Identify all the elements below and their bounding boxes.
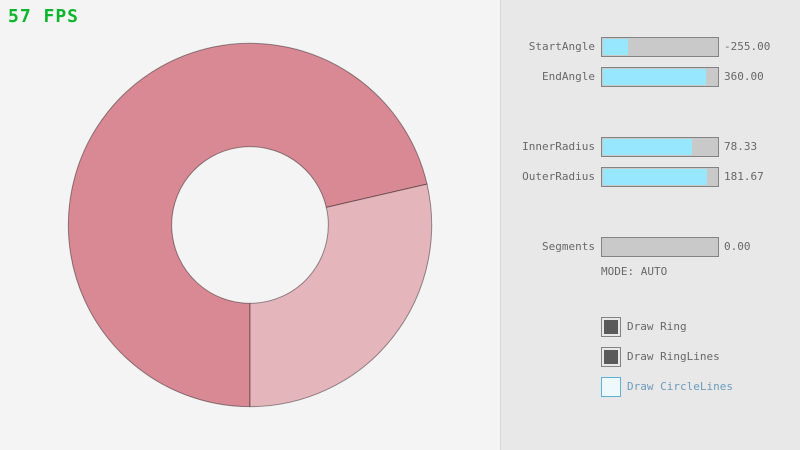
- segments-row: Segments 0.00: [501, 237, 800, 257]
- endangle-value: 360.00: [724, 70, 764, 83]
- outerradius-value: 181.67: [724, 170, 764, 183]
- ring-canvas: [67, 42, 433, 408]
- innerradius-row: InnerRadius 78.33: [501, 137, 800, 157]
- startangle-value: -255.00: [724, 40, 771, 53]
- slider-fill: [603, 39, 628, 55]
- segments-mode-text: MODE: AUTO: [601, 265, 668, 278]
- checkbox-check-mark: [604, 350, 618, 364]
- draw-ringlines-checkbox[interactable]: [601, 347, 621, 367]
- ring-light-segment: [249, 183, 433, 408]
- startangle-label: StartAngle: [528, 40, 595, 53]
- draw-ringlines-label: Draw RingLines: [627, 350, 720, 363]
- slider-fill: [603, 169, 707, 185]
- segments-value: 0.00: [724, 240, 751, 253]
- draw-circlelines-label: Draw CircleLines: [627, 380, 733, 393]
- startangle-slider[interactable]: [601, 37, 719, 57]
- checkbox-check-mark: [604, 320, 618, 334]
- draw-circlelines-checkbox[interactable]: [601, 377, 621, 397]
- controls-panel: StartAngle -255.00 EndAngle 360.00 Inner…: [500, 0, 800, 450]
- endangle-slider[interactable]: [601, 67, 719, 87]
- segments-slider[interactable]: [601, 237, 719, 257]
- segments-label: Segments: [542, 240, 595, 253]
- slider-fill: [603, 69, 706, 85]
- draw-ring-label: Draw Ring: [627, 320, 687, 333]
- innerradius-slider[interactable]: [601, 137, 719, 157]
- outerradius-slider[interactable]: [601, 167, 719, 187]
- outerradius-label: OuterRadius: [522, 170, 595, 183]
- innerradius-label: InnerRadius: [522, 140, 595, 153]
- endangle-row: EndAngle 360.00: [501, 67, 800, 87]
- slider-fill: [603, 139, 693, 155]
- ring-dark-segment: [67, 42, 428, 408]
- draw-ring-checkbox[interactable]: [601, 317, 621, 337]
- innerradius-value: 78.33: [724, 140, 758, 153]
- outerradius-row: OuterRadius 181.67: [501, 167, 800, 187]
- fps-counter: 57 FPS: [8, 6, 80, 27]
- startangle-row: StartAngle -255.00: [501, 37, 800, 57]
- endangle-label: EndAngle: [542, 70, 595, 83]
